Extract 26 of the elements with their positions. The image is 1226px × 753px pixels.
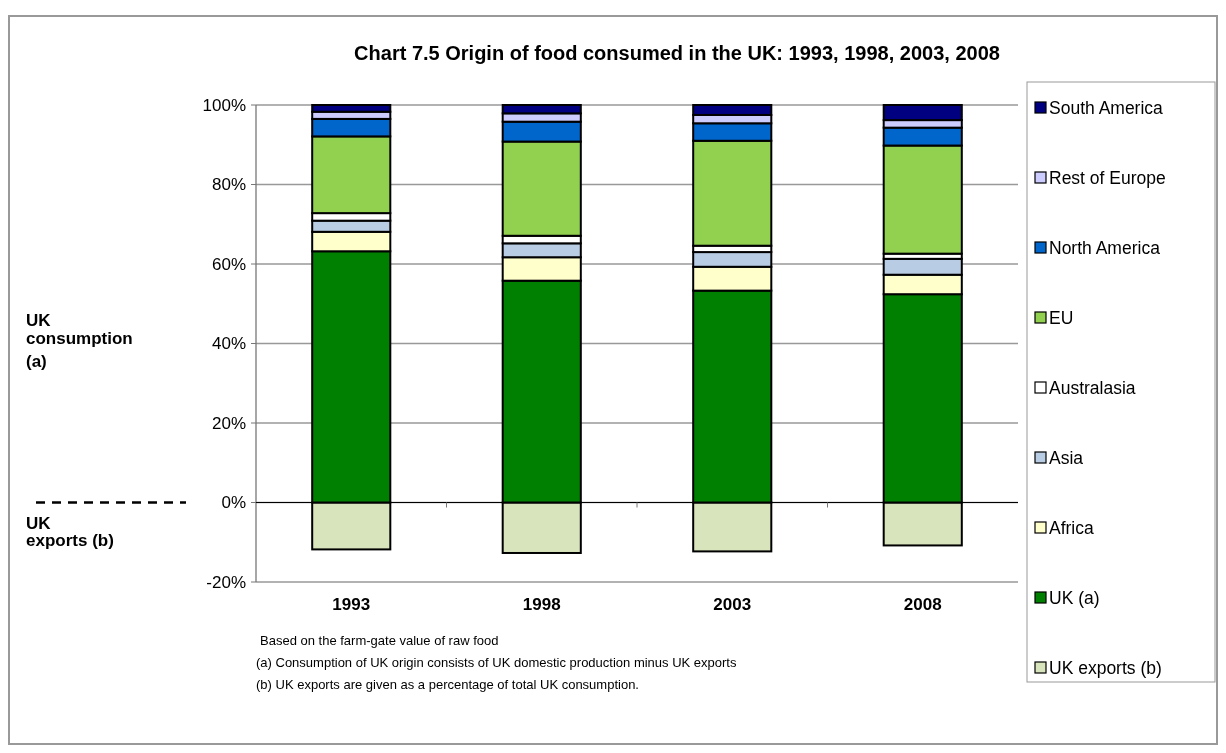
text: (b) UK exports are given as a percentage of total UK consumption. — [256, 677, 639, 692]
legend-label: UK exports (b) — [1049, 658, 1162, 679]
x-tick-label: 1993 — [332, 595, 371, 614]
chart-title: Chart 7.5 Origin of food consumed in the UK: 1993, 1998, 2003, 2008 — [354, 42, 1000, 64]
y-tick-label: 80% — [211, 175, 246, 195]
text: Based on the farm-gate value of raw food — [260, 633, 499, 648]
text: (a) Consumption of UK origin consists of UK domestic production minus UK exports — [256, 655, 737, 670]
legend-label: North America — [1049, 238, 1161, 259]
legend-label: Africa — [1049, 518, 1094, 539]
y-tick-label: 20% — [211, 413, 246, 433]
x-tick-label: 2008 — [903, 595, 942, 614]
y-tick-label: 100% — [202, 95, 246, 115]
y-tick-label: -20% — [206, 572, 246, 592]
x-tick-label: 2003 — [713, 595, 752, 614]
legend-label: Australasia — [1049, 378, 1136, 399]
legend-label: EU — [1049, 308, 1074, 329]
y-tick-label: 60% — [211, 254, 246, 274]
legend-label: UK (a) — [1049, 588, 1100, 609]
y-tick-label: 40% — [211, 334, 246, 354]
text: UK consumption (a) — [26, 311, 133, 371]
y-tick-label: 0% — [221, 493, 246, 513]
x-tick-label: 1998 — [522, 595, 561, 614]
legend-label: Rest of Europe — [1049, 168, 1166, 189]
legend-label: Asia — [1049, 448, 1084, 469]
text: UK exports (b) — [26, 513, 114, 550]
legend-label: South America — [1049, 98, 1164, 119]
